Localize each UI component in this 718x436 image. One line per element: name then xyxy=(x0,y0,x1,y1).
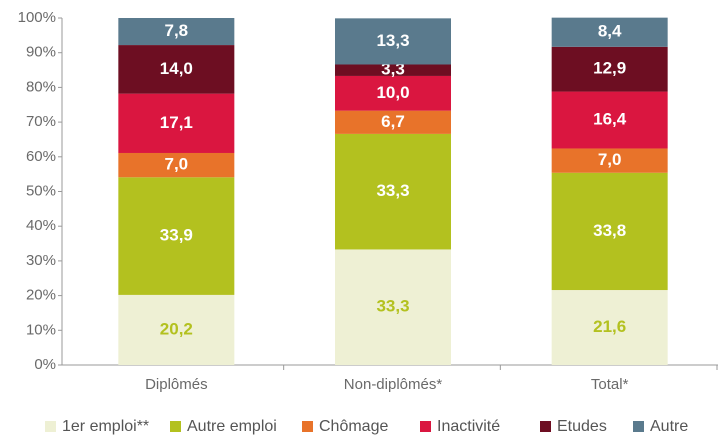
y-tick-label: 90% xyxy=(26,44,56,61)
value-label: 33,3 xyxy=(376,181,409,200)
bar-segment xyxy=(118,177,235,295)
value-label: 12,9 xyxy=(593,59,626,78)
y-tick-label: 20% xyxy=(26,287,56,304)
legend-swatch xyxy=(633,421,644,432)
bar-segment xyxy=(335,18,451,65)
legend-swatch xyxy=(170,421,181,432)
value-label: 16,4 xyxy=(593,110,627,129)
legend-label: 1er emploi** xyxy=(62,418,149,435)
bar-segment xyxy=(118,18,235,46)
value-label: 6,7 xyxy=(381,112,405,131)
value-label: 10,0 xyxy=(376,83,409,102)
bar-segment xyxy=(551,46,668,92)
legend-label: Chômage xyxy=(319,418,388,435)
value-label: 33,3 xyxy=(376,297,409,316)
y-tick-label: 100% xyxy=(18,9,56,26)
legend-label: Autre emploi xyxy=(187,418,277,435)
bar-segment xyxy=(551,148,668,173)
bar-segment xyxy=(118,152,235,178)
y-tick-label: 60% xyxy=(26,148,56,165)
x-tick-label: Diplômés xyxy=(145,376,208,393)
legend-swatch xyxy=(45,421,56,432)
value-label: 20,2 xyxy=(160,319,193,338)
value-label: 33,8 xyxy=(593,221,626,240)
y-tick-label: 30% xyxy=(26,252,56,269)
y-tick-label: 0% xyxy=(34,356,56,373)
value-label: 8,4 xyxy=(598,22,622,41)
legend-label: Etudes xyxy=(557,418,607,435)
bar-segment xyxy=(335,110,451,134)
y-tick-label: 40% xyxy=(26,217,56,234)
legend-label: Inactivité xyxy=(437,418,500,435)
value-label: 7,8 xyxy=(165,21,189,40)
y-tick-label: 10% xyxy=(26,321,56,338)
value-label: 13,3 xyxy=(376,31,409,50)
value-label: 17,1 xyxy=(160,113,193,132)
bar-segment xyxy=(335,75,451,111)
bar-segment xyxy=(551,91,668,149)
legend-label: Autre xyxy=(650,418,688,435)
y-tick-label: 50% xyxy=(26,182,56,199)
value-label: 21,6 xyxy=(593,317,626,336)
bar-segment xyxy=(551,290,668,365)
bar-segment xyxy=(118,294,235,365)
value-label: 14,0 xyxy=(160,59,193,78)
legend-swatch xyxy=(302,421,313,432)
value-label: 7,0 xyxy=(165,155,189,174)
x-tick-label: Total* xyxy=(591,376,629,393)
bar-segment xyxy=(551,17,668,47)
legend-swatch xyxy=(540,421,551,432)
value-label: 33,9 xyxy=(160,226,193,245)
bar-segment xyxy=(118,93,235,153)
x-tick-label: Non-diplômés* xyxy=(344,376,443,393)
y-tick-label: 70% xyxy=(26,113,56,130)
bar-segment xyxy=(335,133,451,250)
bar-segment xyxy=(335,64,451,76)
bar-segment xyxy=(335,249,451,365)
value-label: 7,0 xyxy=(598,150,622,169)
y-tick-label: 80% xyxy=(26,78,56,95)
bar-segment xyxy=(118,45,235,94)
legend-swatch xyxy=(420,421,431,432)
bar-segment xyxy=(551,172,668,291)
